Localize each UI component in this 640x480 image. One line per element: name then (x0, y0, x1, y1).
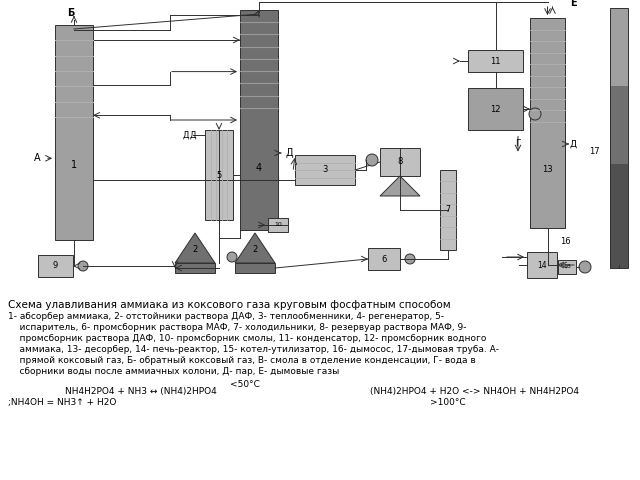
Text: 2: 2 (193, 245, 198, 254)
Text: 12: 12 (490, 105, 500, 113)
Text: 3: 3 (323, 166, 328, 175)
Bar (380, 148, 420, 176)
Bar (610, 86, 628, 164)
Text: (NH4)2HPO4 + H2O <-> NH4OH + NH4H2PO4: (NH4)2HPO4 + H2O <-> NH4OH + NH4H2PO4 (370, 387, 579, 396)
Bar (175, 263, 215, 273)
Text: 9: 9 (53, 262, 58, 271)
Text: 6: 6 (381, 254, 387, 264)
Text: ;NH4OH = NH3↑ + H2O: ;NH4OH = NH3↑ + H2O (8, 398, 116, 407)
Polygon shape (175, 233, 215, 263)
Circle shape (529, 108, 541, 120)
Bar (268, 218, 288, 232)
Text: 1: 1 (71, 160, 77, 170)
Text: Е: Е (570, 0, 577, 8)
Text: Б: Б (67, 8, 75, 18)
Circle shape (405, 254, 415, 264)
Text: 7: 7 (445, 205, 451, 215)
Text: 17: 17 (589, 146, 600, 156)
Text: 14: 14 (537, 261, 547, 269)
Bar (235, 263, 275, 273)
Text: 2: 2 (252, 245, 258, 254)
Bar (468, 50, 523, 72)
Bar (55, 25, 93, 240)
Polygon shape (235, 233, 275, 263)
Text: <50°С: <50°С (230, 380, 260, 389)
Bar (295, 155, 355, 185)
Text: 16: 16 (560, 238, 571, 247)
Text: Схема улавливания аммиака из коксового газа круговым фосфатным способом: Схема улавливания аммиака из коксового г… (8, 300, 451, 310)
Text: прямой коксовый газ, Б- обратный коксовый газ, В- смола в отделение конденсации,: прямой коксовый газ, Б- обратный коксовы… (8, 356, 476, 365)
Text: 10: 10 (274, 223, 282, 228)
Circle shape (579, 261, 591, 273)
Bar (530, 18, 565, 228)
Text: промсборник раствора ДАФ, 10- промсборник смолы, 11- конденсатор, 12- промсборни: промсборник раствора ДАФ, 10- промсборни… (8, 334, 486, 343)
Polygon shape (380, 176, 420, 196)
Circle shape (366, 154, 378, 166)
Bar (558, 260, 576, 274)
Text: NH4H2PO4 + NH3 ↔ (NH4)2HPO4: NH4H2PO4 + NH3 ↔ (NH4)2HPO4 (65, 387, 217, 396)
Text: сборники воды после аммиачных колони, Д- пар, Е- дымовые газы: сборники воды после аммиачных колони, Д-… (8, 367, 339, 376)
Text: 18: 18 (563, 264, 571, 269)
Text: 5: 5 (216, 170, 221, 180)
Bar (527, 252, 557, 278)
Bar (368, 248, 400, 270)
Text: аммиака, 13- десорбер, 14- печь-реактор, 15- котел-утилизатор, 16- дымосос, 17-д: аммиака, 13- десорбер, 14- печь-реактор,… (8, 345, 499, 354)
Text: Д: Д (286, 148, 294, 158)
Text: 8: 8 (397, 157, 403, 167)
Bar (610, 164, 628, 268)
Bar (205, 130, 233, 220)
Bar (610, 8, 628, 86)
Text: Г: Г (515, 140, 521, 148)
Bar (38, 255, 73, 277)
Text: 1- абсорбер аммиака, 2- отстойники раствора ДАФ, 3- теплообменники, 4- регенерат: 1- абсорбер аммиака, 2- отстойники раств… (8, 312, 444, 321)
Circle shape (227, 252, 237, 262)
Text: 13: 13 (542, 165, 553, 174)
Bar (440, 170, 456, 250)
Circle shape (78, 261, 88, 271)
Text: Д: Д (570, 140, 577, 148)
Text: 4: 4 (256, 163, 262, 173)
Text: А: А (34, 153, 40, 163)
Bar (240, 10, 278, 230)
Text: >100°С: >100°С (430, 398, 466, 407)
Text: испаритель, 6- промсборник раствора МАФ, 7- холодильники, 8- резервуар раствора : испаритель, 6- промсборник раствора МАФ,… (8, 323, 467, 332)
Bar (610, 8, 628, 268)
Text: Д: Д (189, 131, 196, 140)
Text: Д: Д (182, 131, 189, 140)
Text: 11: 11 (490, 57, 500, 65)
Bar (468, 88, 523, 130)
